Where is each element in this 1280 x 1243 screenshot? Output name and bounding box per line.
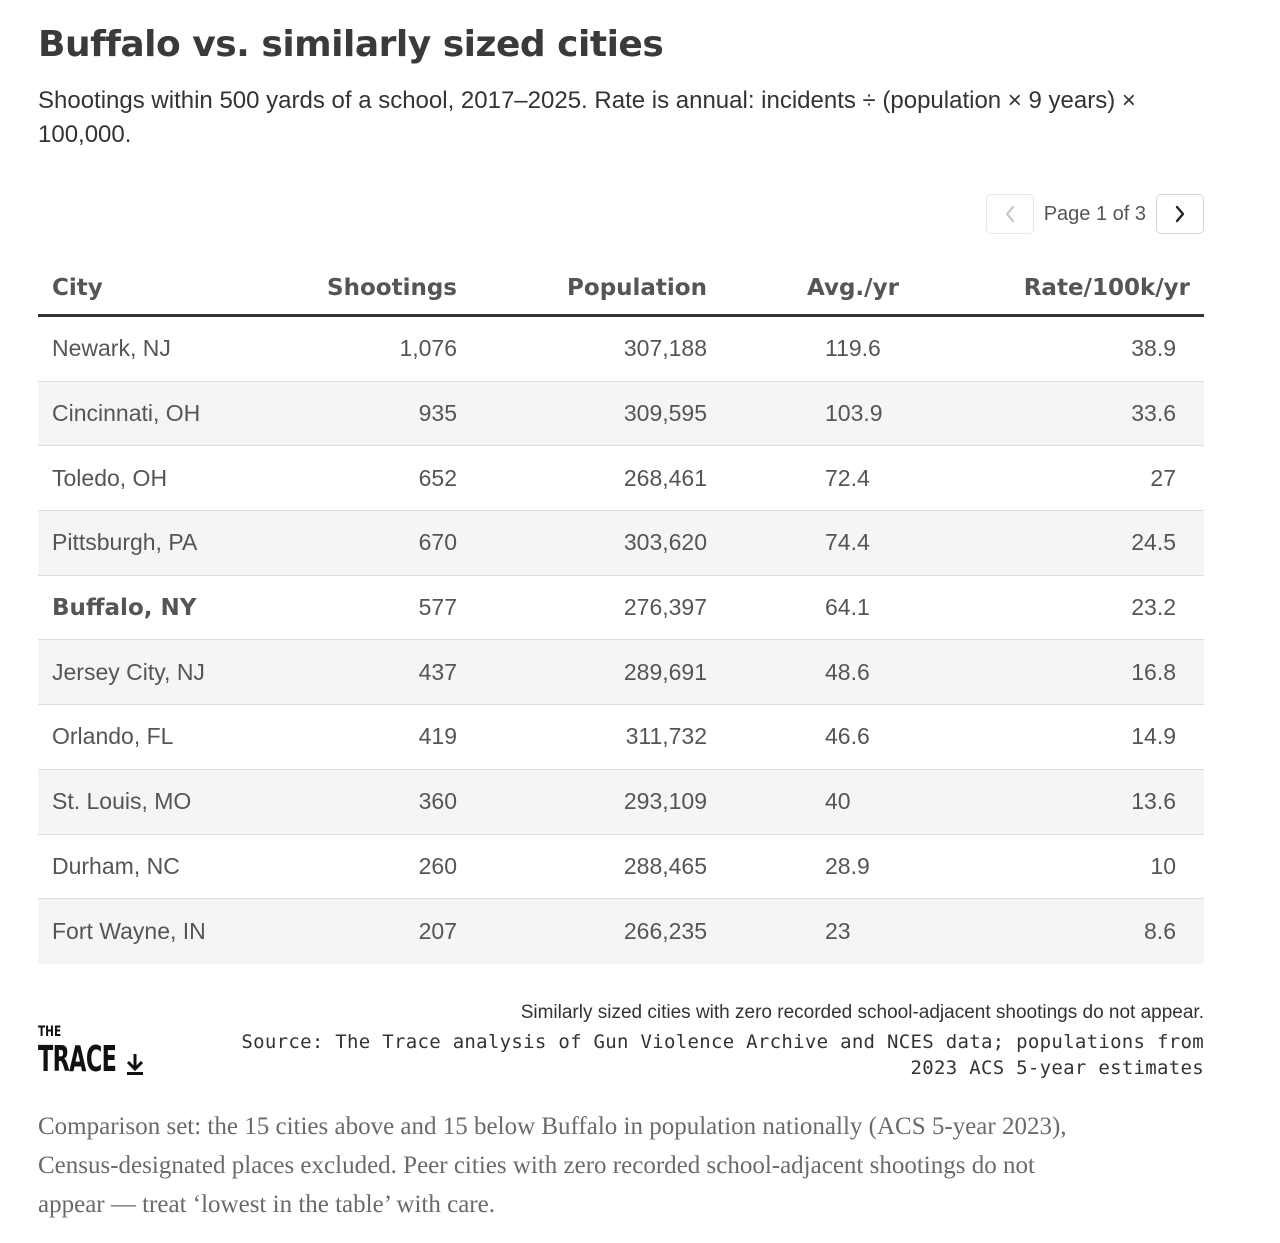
cell-shootings: 577 <box>418 594 457 621</box>
cell-population: 307,188 <box>623 335 707 362</box>
cell-city: Fort Wayne, IN <box>52 918 206 945</box>
table-row: St. Louis, MO 360 293,109 40 13.6 <box>38 769 1204 835</box>
header-avg-per-year: Avg./yr <box>807 275 899 301</box>
cell-avg-per-year: 48.6 <box>825 658 870 685</box>
cell-city: Buffalo, NY <box>52 594 197 621</box>
cell-population: 289,691 <box>623 658 707 685</box>
cell-population: 309,595 <box>623 400 707 427</box>
cell-avg-per-year: 64.1 <box>825 594 870 621</box>
table-row: Pittsburgh, PA 670 303,620 74.4 24.5 <box>38 511 1204 576</box>
source-credit: Source: The Trace analysis of Gun Violen… <box>241 1031 1204 1079</box>
prev-page-button[interactable] <box>985 194 1034 234</box>
pagination: Page 1 of 3 <box>985 193 1204 235</box>
page-title: Buffalo vs. similarly sized cities <box>38 24 664 65</box>
cell-city: Pittsburgh, PA <box>52 529 198 556</box>
cell-shootings: 437 <box>418 658 457 685</box>
table-row: Cincinnati, OH 935 309,595 103.9 33.6 <box>38 381 1204 447</box>
download-icon[interactable] <box>124 1052 146 1076</box>
chevron-left-icon <box>1005 205 1014 223</box>
cell-population: 268,461 <box>623 464 707 491</box>
cell-shootings: 670 <box>418 529 457 556</box>
footnote: Comparison set: the 15 cities above and … <box>38 1113 1067 1218</box>
cell-avg-per-year: 119.6 <box>825 335 881 362</box>
cell-shootings: 419 <box>418 723 457 750</box>
logo-large-text: TRACE <box>38 1039 117 1080</box>
table-row: Toledo, OH 652 268,461 72.4 27 <box>38 446 1204 512</box>
cell-city: Cincinnati, OH <box>52 400 201 427</box>
cell-rate: 33.6 <box>1131 400 1176 427</box>
next-page-button[interactable] <box>1156 194 1204 234</box>
table-header: City Shootings Population Avg./yr Rate/1… <box>38 262 1204 317</box>
cell-rate: 14.9 <box>1131 723 1176 750</box>
cell-shootings: 935 <box>418 400 457 427</box>
cell-rate: 10 <box>1150 852 1176 879</box>
header-rate: Rate/100k/yr <box>1023 275 1190 301</box>
cell-city: Toledo, OH <box>52 464 168 491</box>
header-population: Population <box>567 275 707 301</box>
cell-avg-per-year: 72.4 <box>825 464 870 491</box>
cell-rate: 16.8 <box>1131 658 1176 685</box>
cell-avg-per-year: 46.6 <box>825 723 870 750</box>
page-indicator: Page 1 of 3 <box>1043 202 1146 225</box>
cell-shootings: 207 <box>418 918 457 945</box>
cell-city: Durham, NC <box>52 852 180 879</box>
cell-avg-per-year: 23 <box>825 918 851 945</box>
cell-population: 288,465 <box>623 852 707 879</box>
cell-city: Orlando, FL <box>52 723 174 750</box>
cell-population: 266,235 <box>623 918 707 945</box>
header-city: City <box>52 275 103 301</box>
logo-small-text: THE <box>38 1024 62 1040</box>
cell-population: 303,620 <box>623 529 707 556</box>
cell-rate: 23.2 <box>1131 594 1176 621</box>
cell-rate: 24.5 <box>1131 529 1176 556</box>
cell-rate: 38.9 <box>1131 335 1176 362</box>
the-trace-logo: THE TRACE <box>38 1024 158 1084</box>
cell-city: St. Louis, MO <box>52 788 192 815</box>
cell-avg-per-year: 40 <box>825 788 851 815</box>
cell-avg-per-year: 74.4 <box>825 529 870 556</box>
table-row: Orlando, FL 419 311,732 46.6 14.9 <box>38 705 1204 770</box>
table-row: Durham, NC 260 288,465 28.9 10 <box>38 835 1204 900</box>
chevron-right-icon <box>1175 205 1185 223</box>
table-row: Newark, NJ 1,076 307,188 119.6 38.9 <box>38 317 1204 382</box>
cell-population: 311,732 <box>625 723 707 750</box>
table-note: Similarly sized cities with zero recorde… <box>520 1002 1204 1023</box>
cell-avg-per-year: 103.9 <box>825 400 883 427</box>
cell-shootings: 260 <box>418 852 457 879</box>
cell-shootings: 360 <box>418 788 457 815</box>
cell-rate: 13.6 <box>1131 788 1176 815</box>
cell-population: 293,109 <box>623 788 707 815</box>
cell-city: Newark, NJ <box>52 335 171 362</box>
data-table: City Shootings Population Avg./yr Rate/1… <box>38 262 1204 964</box>
cell-rate: 27 <box>1150 464 1176 491</box>
table-row: Fort Wayne, IN 207 266,235 23 8.6 <box>38 899 1204 964</box>
cell-shootings: 652 <box>418 464 457 491</box>
cell-population: 276,397 <box>623 594 707 621</box>
page-subtitle: Shootings within 500 yards of a school, … <box>38 87 1136 148</box>
cell-shootings: 1,076 <box>399 335 457 362</box>
cell-city: Jersey City, NJ <box>52 658 205 685</box>
cell-avg-per-year: 28.9 <box>825 852 870 879</box>
cell-rate: 8.6 <box>1144 918 1176 945</box>
table-body: Newark, NJ 1,076 307,188 119.6 38.9 Cincinnat… <box>38 317 1204 964</box>
table-row: Buffalo, NY 577 276,397 64.1 23.2 <box>38 576 1204 641</box>
header-shootings: Shootings <box>327 275 457 301</box>
table-row: Jersey City, NJ 437 289,691 48.6 16.8 <box>38 640 1204 706</box>
